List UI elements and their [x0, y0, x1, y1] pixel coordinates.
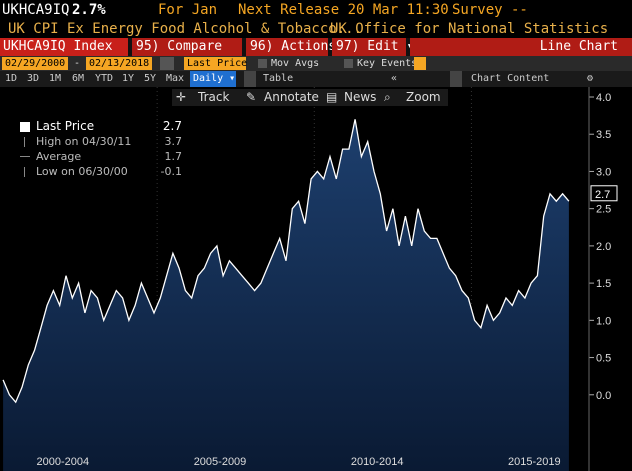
period-ytd[interactable]: YTD — [95, 73, 114, 84]
function-toolbar: UKHCA9IQ Index 95) Compare 96) Actions ▾… — [0, 38, 632, 56]
y-tick-label: 3.0 — [596, 166, 611, 178]
last-value-label: 2.7 — [595, 189, 610, 201]
legend-low: Low on 06/30/00 -0.1 — [10, 164, 182, 179]
start-date-input[interactable]: 02/29/2000 — [2, 57, 69, 70]
key-events-icon[interactable] — [414, 57, 426, 70]
low-marker-icon — [24, 167, 28, 177]
y-tick-label: 1.5 — [596, 278, 611, 290]
x-axis-label: 2005-2009 — [194, 456, 247, 468]
description-bar: UK CPI Ex Energy Food Alcohol & Tobacco.… — [0, 20, 632, 38]
mov-avgs-label: Mov Avgs — [271, 58, 320, 69]
y-tick-label: 0.0 — [596, 390, 611, 402]
table-icon[interactable] — [244, 71, 256, 87]
period-max[interactable]: Max — [166, 73, 185, 84]
series-line — [2, 119, 570, 404]
chart-content-icon[interactable] — [450, 71, 462, 87]
period-6m[interactable]: 6M — [72, 73, 85, 84]
edit-button[interactable]: 97) Edit ▾ — [332, 38, 414, 56]
x-axis-label: 2000-2004 — [37, 456, 90, 468]
x-axis-label: 2010-2014 — [351, 456, 404, 468]
news-icon[interactable]: ▤ — [326, 90, 338, 104]
ticker-symbol[interactable]: UKHCA9IQ — [2, 2, 70, 18]
zoom-icon[interactable]: ⌕ — [384, 90, 391, 104]
chart-legend: Last Price 2.7 High on 04/30/11 3.7 Aver… — [10, 119, 182, 179]
high-marker-icon — [24, 137, 28, 147]
period-1m[interactable]: 1M — [49, 73, 62, 84]
key-events-label: Key Events — [357, 58, 418, 69]
frequency-select[interactable]: Daily ▾ — [190, 71, 236, 87]
last-value-marker — [590, 185, 618, 202]
period-1y[interactable]: 1Y — [122, 73, 135, 84]
release-period: For Jan — [158, 2, 218, 18]
period-1d[interactable]: 1D — [5, 73, 18, 84]
data-source: UK Office for National Statistics — [330, 21, 609, 37]
legend-average: Average 1.7 — [10, 149, 182, 164]
news-button[interactable]: News — [344, 90, 377, 104]
annotate-icon[interactable]: ✎ — [246, 90, 257, 104]
zoom-button[interactable]: Zoom — [406, 90, 441, 104]
y-tick-label: 2.0 — [596, 241, 611, 253]
next-release: Next Release 20 Mar 11:30 — [238, 2, 449, 18]
compare-button[interactable]: 95) Compare — [132, 38, 242, 56]
settings-gear-icon[interactable]: ⚙ — [587, 73, 594, 84]
chart-content-button[interactable]: Chart Content — [471, 73, 550, 84]
security-description: UK CPI Ex Energy Food Alcohol & Tobacco.… — [8, 21, 363, 37]
y-tick-label: 2.5 — [596, 204, 611, 216]
end-date-input[interactable]: 02/13/2018 — [86, 57, 153, 70]
security-header: UKHCA9IQ 2.7% For Jan Next Release 20 Ma… — [0, 0, 632, 20]
legend-last-price[interactable]: Last Price 2.7 — [10, 119, 182, 134]
legend-high: High on 04/30/11 3.7 — [10, 134, 182, 149]
survey-value: Survey -- — [452, 2, 528, 18]
series-area — [3, 119, 569, 471]
date-range-bar: 02/29/2000 - 02/13/2018 Last Price Mov A… — [0, 56, 632, 71]
track-button[interactable]: Track — [198, 90, 230, 104]
mov-avgs-checkbox[interactable] — [258, 59, 267, 68]
crosshair-icon[interactable]: ✛ — [176, 90, 187, 104]
period-5y[interactable]: 5Y — [144, 73, 157, 84]
field-select[interactable]: Last Price — [184, 57, 247, 70]
index-field[interactable]: UKHCA9IQ Index — [0, 38, 128, 56]
annotate-button[interactable]: Annotate — [264, 90, 319, 104]
legend-swatch — [20, 122, 30, 132]
actions-button[interactable]: 96) Actions ▾ — [246, 38, 352, 56]
collapse-icon[interactable]: « — [391, 73, 398, 84]
y-tick-label: 0.5 — [596, 353, 611, 365]
last-value: 2.7% — [72, 2, 106, 18]
chart-type-label[interactable]: Line Chart — [410, 38, 632, 56]
line-chart[interactable]: 4.0 3.5 3.0 2.5 2.0 1.5 1.0 0.5 0.0 2000-2004 200… — [0, 87, 632, 471]
period-bar: 1D 3D 1M 6M YTD 1Y 5Y Max Daily ▾ Table … — [0, 71, 632, 87]
calendar-icon[interactable] — [160, 57, 174, 70]
key-events-checkbox[interactable] — [344, 59, 353, 68]
chart-tools-bar: ✛ Track ✎ Annotate ▤ News ⌕ Zoom — [172, 89, 448, 106]
y-tick-label: 3.5 — [596, 129, 611, 141]
y-tick-label: 4.0 — [596, 92, 611, 104]
period-3d[interactable]: 3D — [27, 73, 40, 84]
date-separator: - — [74, 58, 81, 69]
table-button[interactable]: Table — [263, 73, 294, 84]
y-tick-label: 1.0 — [596, 315, 611, 327]
x-axis-label: 2015-2019 — [508, 456, 561, 468]
average-marker-icon — [20, 156, 30, 157]
